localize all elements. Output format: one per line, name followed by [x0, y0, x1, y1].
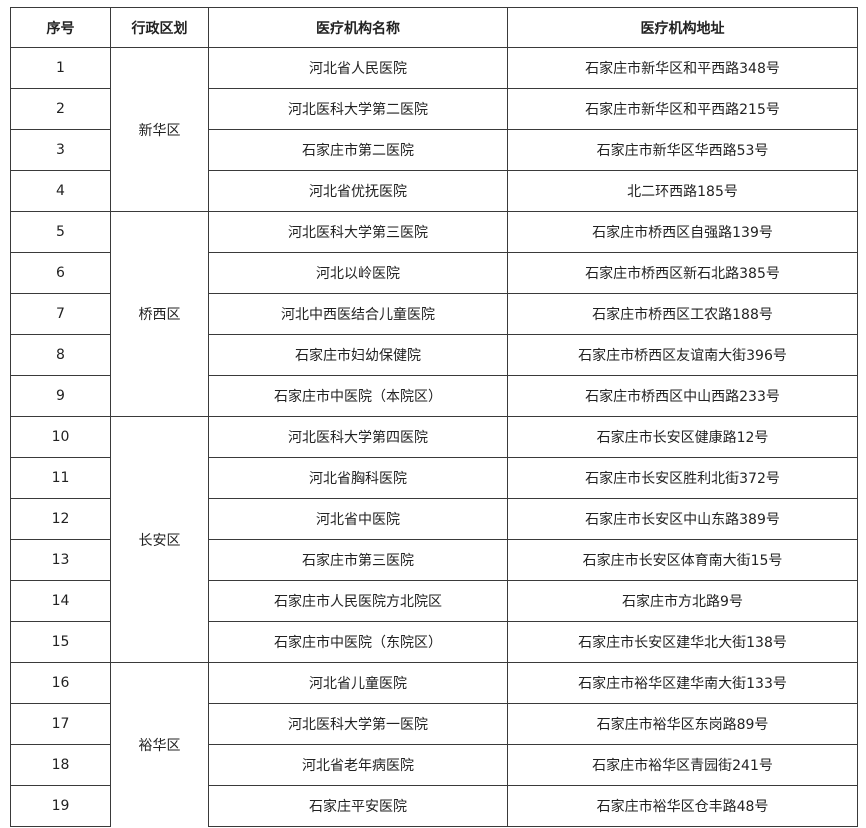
- table-row: 1 新华区 河北省人民医院 石家庄市新华区和平西路348号: [10, 47, 858, 212]
- row-number: 7: [10, 293, 111, 335]
- hospital-name: 石家庄市妇幼保健院: [208, 334, 508, 376]
- row-number: 6: [10, 252, 111, 294]
- row-number: 17: [10, 703, 111, 745]
- hospital-address: 石家庄市裕华区建华南大街133号: [507, 662, 858, 704]
- table-row: 5 桥西区 河北医科大学第三医院 石家庄市桥西区自强路139号: [10, 211, 858, 417]
- hospital-address: 石家庄市新华区和平西路348号: [507, 47, 858, 89]
- hospital-address: 石家庄市桥西区新石北路385号: [507, 252, 858, 294]
- table-row: 10 长安区 河北医科大学第四医院 石家庄市长安区健康路12号: [10, 416, 858, 663]
- hospital-name: 河北医科大学第一医院: [208, 703, 508, 745]
- hospital-address: 石家庄市裕华区青园街241号: [507, 744, 858, 786]
- row-number: 8: [10, 334, 111, 376]
- row-number: 9: [10, 375, 111, 417]
- row-number: 19: [10, 785, 111, 827]
- row-number: 10: [10, 416, 111, 458]
- header-name: 医疗机构名称: [208, 7, 508, 48]
- hospital-address: 石家庄市新华区华西路53号: [507, 129, 858, 171]
- hospital-name: 石家庄市人民医院方北院区: [208, 580, 508, 622]
- row-number: 12: [10, 498, 111, 540]
- table-row: 16 裕华区 河北省儿童医院 石家庄市裕华区建华南大街133号: [10, 662, 858, 827]
- table-row: 3 石家庄市第二医院 石家庄市新华区华西路53号: [10, 129, 858, 171]
- header-address: 医疗机构地址: [507, 7, 858, 48]
- hospital-address: 石家庄市长安区体育南大街15号: [507, 539, 858, 581]
- hospital-name: 石家庄平安医院: [208, 785, 508, 827]
- hospital-address: 石家庄市长安区健康路12号: [507, 416, 858, 458]
- table-row: 7 河北中西医结合儿童医院 石家庄市桥西区工农路188号: [10, 293, 858, 335]
- row-number: 18: [10, 744, 111, 786]
- hospital-name: 河北省人民医院: [208, 47, 508, 89]
- hospital-address: 石家庄市裕华区东岗路89号: [507, 703, 858, 745]
- hospital-address: 石家庄市桥西区自强路139号: [507, 211, 858, 253]
- header-row: 序号 行政区划 医疗机构名称 医疗机构地址: [10, 7, 858, 48]
- table-row: 13 石家庄市第三医院 石家庄市长安区体育南大街15号: [10, 539, 858, 581]
- hospital-name: 河北省老年病医院: [208, 744, 508, 786]
- table-row: 9 石家庄市中医院（本院区） 石家庄市桥西区中山西路233号: [10, 375, 858, 417]
- hospital-address: 北二环西路185号: [507, 170, 858, 212]
- hospital-name: 河北医科大学第四医院: [208, 416, 508, 458]
- hospital-address: 石家庄市新华区和平西路215号: [507, 88, 858, 130]
- table-row: 12 河北省中医院 石家庄市长安区中山东路389号: [10, 498, 858, 540]
- hospital-name: 河北医科大学第三医院: [208, 211, 508, 253]
- row-number: 2: [10, 88, 111, 130]
- hospital-name: 河北省中医院: [208, 498, 508, 540]
- table-row: 15 石家庄市中医院（东院区） 石家庄市长安区建华北大街138号: [10, 621, 858, 663]
- hospital-name: 河北中西医结合儿童医院: [208, 293, 508, 335]
- row-number: 3: [10, 129, 111, 171]
- row-number: 5: [10, 211, 111, 253]
- hospital-name: 石家庄市第三医院: [208, 539, 508, 581]
- hospital-address: 石家庄市方北路9号: [507, 580, 858, 622]
- row-number: 4: [10, 170, 111, 212]
- table-row: 18 河北省老年病医院 石家庄市裕华区青园街241号: [10, 744, 858, 786]
- header-no: 序号: [10, 7, 111, 48]
- row-number: 13: [10, 539, 111, 581]
- hospital-address: 石家庄市长安区胜利北街372号: [507, 457, 858, 499]
- table-row: 2 河北医科大学第二医院 石家庄市新华区和平西路215号: [10, 88, 858, 130]
- table-row: 19 石家庄平安医院 石家庄市裕华区仓丰路48号: [10, 785, 858, 827]
- hospital-address: 石家庄市桥西区友谊南大街396号: [507, 334, 858, 376]
- hospital-table: 序号 行政区划 医疗机构名称 医疗机构地址 1 新华区 河北省人民医院 石家庄市新华区…: [10, 7, 858, 827]
- hospital-address: 石家庄市桥西区工农路188号: [507, 293, 858, 335]
- hospital-name: 石家庄市中医院（本院区）: [208, 375, 508, 417]
- hospital-address: 石家庄市长安区建华北大街138号: [507, 621, 858, 663]
- hospital-name: 河北以岭医院: [208, 252, 508, 294]
- row-number: 11: [10, 457, 111, 499]
- row-number: 16: [10, 662, 111, 704]
- district-cell: 桥西区: [110, 211, 209, 417]
- hospital-name: 河北省儿童医院: [208, 662, 508, 704]
- row-number: 1: [10, 47, 111, 89]
- district-cell: 新华区: [110, 47, 209, 212]
- hospital-address: 石家庄市裕华区仓丰路48号: [507, 785, 858, 827]
- hospital-name: 河北省优抚医院: [208, 170, 508, 212]
- hospital-name: 石家庄市第二医院: [208, 129, 508, 171]
- hospital-name: 石家庄市中医院（东院区）: [208, 621, 508, 663]
- row-number: 15: [10, 621, 111, 663]
- hospital-name: 河北省胸科医院: [208, 457, 508, 499]
- header-district: 行政区划: [110, 7, 209, 48]
- hospital-name: 河北医科大学第二医院: [208, 88, 508, 130]
- table-body: 1 新华区 河北省人民医院 石家庄市新华区和平西路348号 2 河北医科大学第二医院 石家庄…: [10, 47, 858, 827]
- district-cell: 长安区: [110, 416, 209, 663]
- district-cell: 裕华区: [110, 662, 209, 827]
- hospital-address: 石家庄市桥西区中山西路233号: [507, 375, 858, 417]
- hospital-address: 石家庄市长安区中山东路389号: [507, 498, 858, 540]
- table-row: 6 河北以岭医院 石家庄市桥西区新石北路385号: [10, 252, 858, 294]
- row-number: 14: [10, 580, 111, 622]
